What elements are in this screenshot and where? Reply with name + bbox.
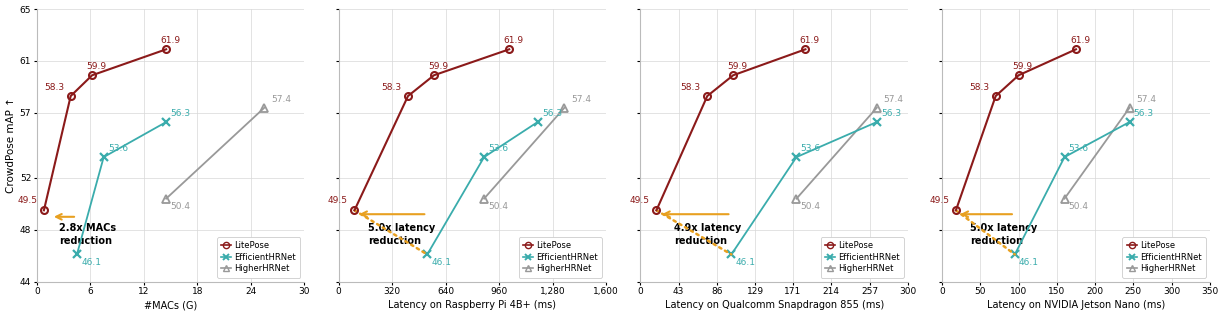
Legend: LitePose, EfficientHRNet, HigherHRNet: LitePose, EfficientHRNet, HigherHRNet: [217, 237, 300, 277]
Text: 59.9: 59.9: [1012, 62, 1033, 71]
Text: 50.4: 50.4: [488, 202, 508, 211]
Text: 56.3: 56.3: [881, 109, 901, 118]
Text: 61.9: 61.9: [799, 36, 820, 45]
Text: 57.4: 57.4: [272, 94, 291, 104]
Text: 50.4: 50.4: [170, 202, 190, 211]
X-axis label: #MACs (G): #MACs (G): [144, 301, 197, 310]
Text: 56.3: 56.3: [542, 109, 562, 118]
Text: 53.6: 53.6: [800, 144, 821, 153]
Y-axis label: CrowdPose mAP ↑: CrowdPose mAP ↑: [6, 97, 16, 193]
Text: 46.1: 46.1: [1018, 258, 1039, 267]
Text: 56.3: 56.3: [1133, 109, 1154, 118]
Text: 58.3: 58.3: [44, 83, 64, 92]
Legend: LitePose, EfficientHRNet, HigherHRNet: LitePose, EfficientHRNet, HigherHRNet: [519, 237, 602, 277]
Text: 49.5: 49.5: [630, 196, 650, 205]
Text: 53.6: 53.6: [1069, 144, 1089, 153]
Text: 4.9x latency
reduction: 4.9x latency reduction: [674, 223, 742, 246]
Text: 2.8x MACs
reduction: 2.8x MACs reduction: [59, 223, 116, 246]
Text: 58.3: 58.3: [381, 83, 401, 92]
Text: 56.3: 56.3: [170, 109, 191, 118]
Text: 59.9: 59.9: [428, 62, 448, 71]
Text: 50.4: 50.4: [800, 202, 820, 211]
Text: 59.9: 59.9: [727, 62, 748, 71]
Text: 61.9: 61.9: [503, 36, 524, 45]
Text: 57.4: 57.4: [884, 94, 903, 104]
Text: 59.9: 59.9: [86, 62, 106, 71]
Legend: LitePose, EfficientHRNet, HigherHRNet: LitePose, EfficientHRNet, HigherHRNet: [1122, 237, 1206, 277]
X-axis label: Latency on Raspberry Pi 4B+ (ms): Latency on Raspberry Pi 4B+ (ms): [388, 301, 557, 310]
Text: 57.4: 57.4: [572, 94, 591, 104]
Text: 5.0x latency
reduction: 5.0x latency reduction: [368, 223, 435, 246]
Text: 61.9: 61.9: [160, 36, 180, 45]
Text: 49.5: 49.5: [17, 196, 37, 205]
Text: 61.9: 61.9: [1070, 36, 1091, 45]
Text: 5.0x latency
reduction: 5.0x latency reduction: [969, 223, 1037, 246]
Text: 50.4: 50.4: [1069, 202, 1088, 211]
Text: 49.5: 49.5: [929, 196, 950, 205]
Text: 46.1: 46.1: [736, 258, 755, 267]
Text: 53.6: 53.6: [108, 144, 129, 153]
Text: 58.3: 58.3: [969, 83, 989, 92]
Text: 49.5: 49.5: [328, 196, 348, 205]
Text: 53.6: 53.6: [488, 144, 508, 153]
Text: 46.1: 46.1: [431, 258, 452, 267]
X-axis label: Latency on Qualcomm Snapdragon 855 (ms): Latency on Qualcomm Snapdragon 855 (ms): [665, 301, 884, 310]
Text: 57.4: 57.4: [1136, 94, 1157, 104]
Text: 46.1: 46.1: [81, 258, 102, 267]
X-axis label: Latency on NVIDIA Jetson Nano (ms): Latency on NVIDIA Jetson Nano (ms): [987, 301, 1165, 310]
Legend: LitePose, EfficientHRNet, HigherHRNet: LitePose, EfficientHRNet, HigherHRNet: [820, 237, 903, 277]
Text: 58.3: 58.3: [681, 83, 700, 92]
